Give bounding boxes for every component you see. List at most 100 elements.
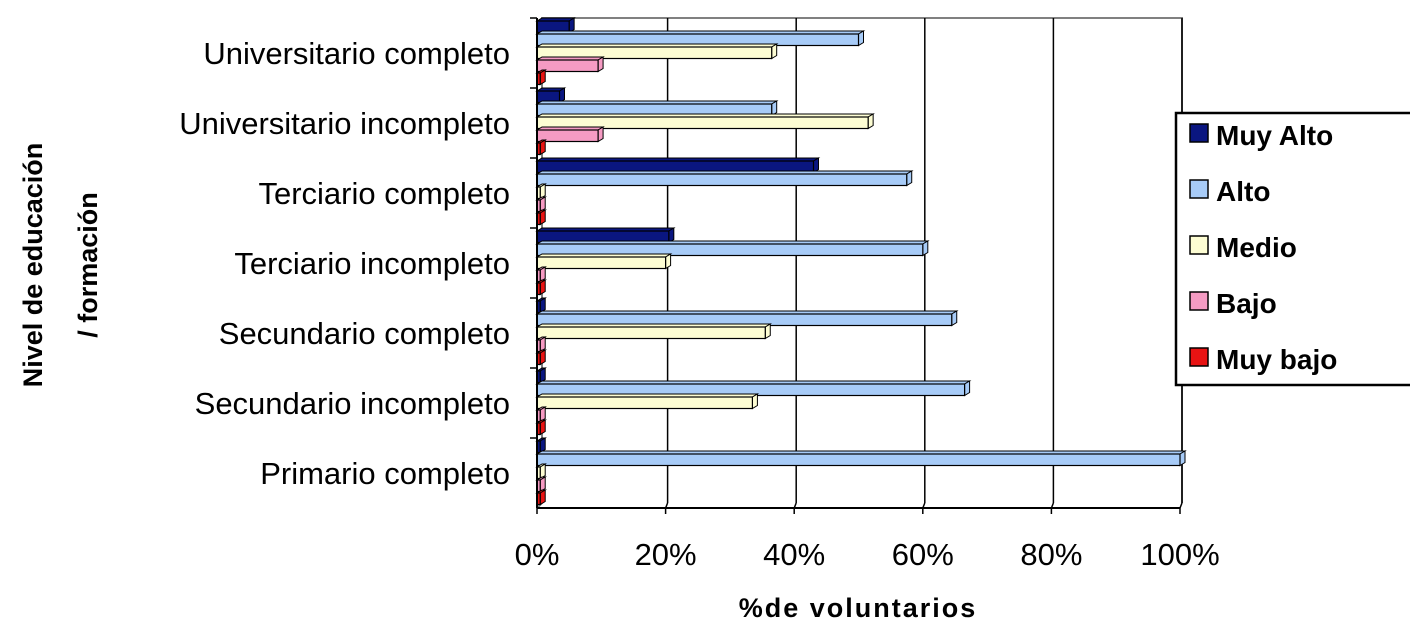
bar — [535, 489, 548, 506]
y-category-label: Secundario incompleto — [195, 386, 510, 421]
bar-side — [771, 100, 778, 117]
bar-front — [536, 326, 766, 340]
bar — [535, 170, 914, 187]
bar — [535, 56, 605, 73]
bar — [535, 43, 779, 60]
bar-side — [539, 139, 546, 156]
bar-side — [597, 126, 604, 143]
bar — [535, 240, 930, 257]
legend-swatch — [1189, 179, 1209, 199]
legend-label: Alto — [1216, 176, 1270, 207]
legend-label: Muy Alto — [1216, 120, 1333, 151]
bar-side — [539, 489, 546, 506]
bar-front — [536, 396, 754, 410]
bar — [535, 113, 875, 130]
bar-side — [764, 323, 771, 340]
bar-side — [951, 310, 958, 327]
bar-side — [568, 17, 575, 34]
x-axis-label: %de voluntarios — [739, 593, 978, 623]
bar-side — [539, 266, 546, 283]
bar-side — [539, 406, 546, 423]
bar-side — [539, 367, 546, 384]
bar — [535, 323, 773, 340]
bar-side — [539, 437, 546, 454]
bar-side — [771, 43, 778, 60]
bar — [535, 100, 779, 117]
bar — [535, 463, 548, 480]
bar — [535, 209, 548, 226]
y-category-label: Primario completo — [260, 456, 510, 491]
bar — [535, 279, 548, 296]
bar — [535, 126, 605, 143]
bar — [535, 406, 548, 423]
legend-swatch — [1189, 347, 1209, 367]
x-tick-label: 60% — [892, 537, 954, 572]
bar — [535, 310, 959, 327]
bar — [535, 393, 760, 410]
y-category-label: Terciario incompleto — [234, 246, 510, 281]
bar — [535, 157, 821, 174]
legend-box — [1174, 111, 1410, 387]
bar — [535, 253, 673, 270]
bar — [535, 437, 548, 454]
bar-side — [539, 69, 546, 86]
bar — [535, 336, 548, 353]
bar — [535, 476, 548, 493]
x-tick-label: 40% — [763, 537, 825, 572]
y-category-labels: Universitario completo Universitario inco… — [179, 36, 510, 491]
bar — [535, 139, 548, 156]
axes — [530, 17, 1181, 514]
bar — [535, 227, 676, 244]
bar-side — [668, 227, 675, 244]
bar-side — [539, 183, 546, 200]
bar-front — [536, 173, 908, 187]
bar-side — [812, 157, 819, 174]
y-category-label: Universitario completo — [203, 36, 510, 71]
legend: Muy Alto Alto Medio Bajo Muy bajo — [1174, 111, 1410, 387]
bar-side — [597, 56, 604, 73]
bar-side — [751, 393, 758, 410]
bar — [535, 30, 866, 47]
bar-side — [1179, 450, 1186, 467]
x-tick-labels: 0% 20% 40% 60% 80% 100% — [515, 537, 1220, 572]
bar — [535, 367, 548, 384]
legend-swatch — [1189, 291, 1209, 311]
bar-side — [665, 253, 672, 270]
bar-side — [539, 463, 546, 480]
y-axis-label-line-1: Nivel de educación — [18, 143, 48, 388]
bar-front — [536, 256, 667, 270]
legend-label: Medio — [1216, 232, 1297, 263]
y-category-label: Universitario incompleto — [179, 106, 510, 141]
x-tick-label: 20% — [635, 537, 697, 572]
bar — [535, 196, 548, 213]
bar-side — [539, 279, 546, 296]
y-axis-label-line-2: / formación — [73, 192, 103, 338]
bar — [535, 349, 548, 366]
bar-side — [539, 196, 546, 213]
bar — [535, 87, 567, 104]
bar — [535, 17, 576, 34]
bar-side — [922, 240, 929, 257]
x-tick-label: 100% — [1140, 537, 1219, 572]
bar-side — [539, 336, 546, 353]
bar-side — [858, 30, 864, 47]
bar — [535, 266, 548, 283]
bar — [535, 419, 548, 436]
x-tick-label: 80% — [1020, 537, 1082, 572]
bar-side — [539, 297, 546, 314]
legend-swatch — [1189, 235, 1209, 255]
x-tick-label: 0% — [515, 537, 560, 572]
bar — [535, 183, 548, 200]
bar-side — [539, 419, 546, 436]
bars — [535, 17, 1187, 506]
bar-side — [539, 476, 546, 493]
bar-side — [539, 209, 546, 226]
y-category-label: Terciario completo — [258, 176, 510, 211]
bar-side — [559, 87, 566, 104]
bar-side — [867, 113, 874, 130]
legend-swatch — [1189, 123, 1209, 143]
legend-label: Bajo — [1216, 288, 1277, 319]
bar — [535, 450, 1187, 467]
bar-side — [964, 380, 971, 397]
